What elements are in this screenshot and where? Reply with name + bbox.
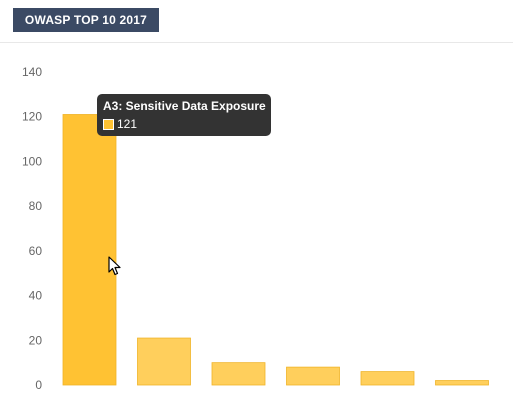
y-tick-label: 0: [35, 378, 42, 392]
tooltip-value: 121: [117, 117, 138, 131]
bar[interactable]: [137, 337, 191, 386]
chart-title-badge: OWASP TOP 10 2017: [13, 8, 159, 32]
y-tick-label: 80: [29, 199, 43, 213]
tooltip-value-row: 121: [103, 116, 265, 132]
bar[interactable]: [211, 362, 266, 386]
y-tick-label: 60: [29, 244, 43, 258]
y-axis: 0 20 40 60 80 100 120 140: [22, 65, 42, 392]
bar[interactable]: [286, 366, 340, 386]
tooltip-title: A3: Sensitive Data Exposure: [103, 99, 266, 113]
mouse-pointer-icon: [108, 256, 121, 276]
y-tick-label: 40: [29, 289, 43, 303]
bars: [62, 114, 489, 386]
y-tick-label: 20: [29, 333, 43, 347]
bar[interactable]: [360, 371, 415, 386]
y-tick-label: 100: [22, 154, 42, 168]
y-tick-label: 140: [22, 65, 42, 79]
bar[interactable]: [435, 380, 489, 386]
y-tick-label: 120: [22, 110, 42, 124]
header-divider: [0, 42, 513, 43]
bar[interactable]: [62, 114, 117, 386]
tooltip-color-swatch: [103, 118, 114, 130]
chart-tooltip: A3: Sensitive Data Exposure 121: [97, 94, 271, 136]
